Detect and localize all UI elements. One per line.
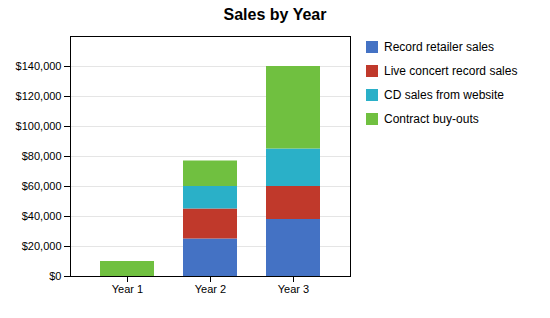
svg-text:$80,000: $80,000 [22, 150, 62, 162]
svg-text:$40,000: $40,000 [22, 210, 62, 222]
svg-text:$20,000: $20,000 [22, 240, 62, 252]
html-text:Sales by Year: Sales by Year [223, 6, 327, 23]
html-text:Live concert record sales: Live concert record sales [384, 64, 518, 78]
svg-text:$0: $0 [49, 270, 61, 282]
html-text:CD sales from website: CD sales from website [384, 88, 504, 102]
html-text:Record retailer sales: Record retailer sales [384, 40, 494, 54]
svg-text:Year 1: Year 1 [112, 283, 143, 295]
svg-text:$100,000: $100,000 [16, 120, 62, 132]
svg-text:$60,000: $60,000 [22, 180, 62, 192]
html-text:Contract buy-outs: Contract buy-outs [384, 112, 479, 126]
svg-text:$140,000: $140,000 [16, 60, 62, 72]
svg-text:Year 2: Year 2 [195, 283, 226, 295]
svg-text:Year 3: Year 3 [278, 283, 309, 295]
svg-text:$120,000: $120,000 [16, 90, 62, 102]
